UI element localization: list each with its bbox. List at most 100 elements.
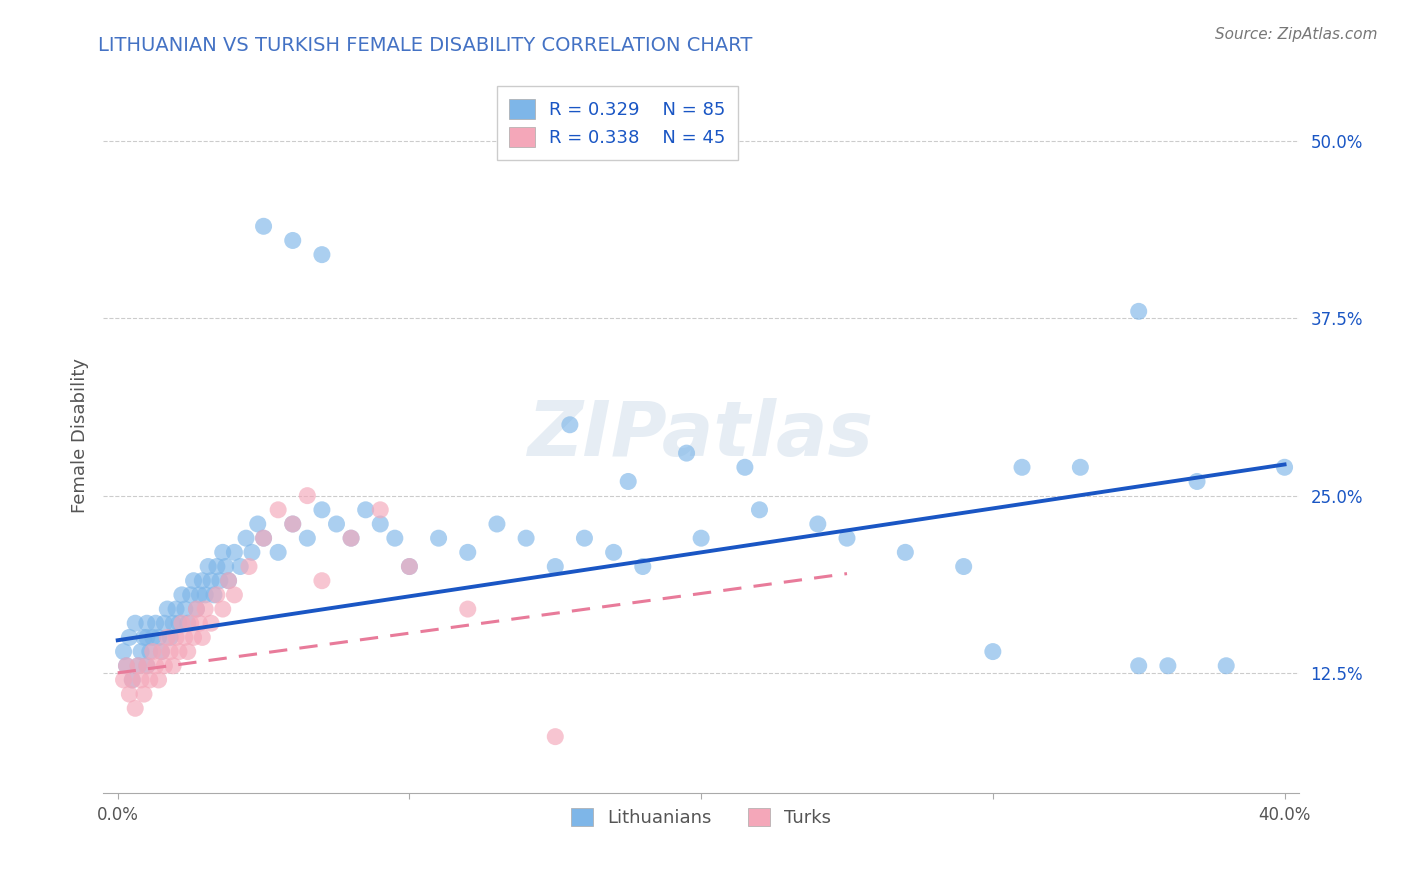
Lithuanians <box>544 559 567 574</box>
Turks <box>398 559 420 574</box>
Lithuanians <box>1157 658 1180 673</box>
Lithuanians <box>211 545 233 559</box>
Lithuanians <box>183 574 205 588</box>
Lithuanians <box>457 545 479 559</box>
Lithuanians <box>354 503 377 517</box>
Lithuanians <box>188 588 211 602</box>
Lithuanians <box>165 602 187 616</box>
Turks <box>135 658 157 673</box>
Lithuanians <box>515 531 537 545</box>
Turks <box>297 489 319 503</box>
Lithuanians <box>368 516 391 531</box>
Lithuanians <box>734 460 756 475</box>
Lithuanians <box>162 616 184 631</box>
Lithuanians <box>186 602 208 616</box>
Lithuanians <box>311 247 333 261</box>
Lithuanians <box>235 531 257 545</box>
Turks <box>191 631 214 645</box>
Turks <box>150 644 173 658</box>
Lithuanians <box>150 644 173 658</box>
Turks <box>159 644 181 658</box>
Lithuanians <box>325 516 347 531</box>
Lithuanians <box>981 644 1004 658</box>
Turks <box>118 687 141 701</box>
Lithuanians <box>558 417 581 432</box>
Lithuanians <box>132 631 155 645</box>
Lithuanians <box>191 574 214 588</box>
Turks <box>124 701 146 715</box>
Turks <box>238 559 260 574</box>
Turks <box>148 673 170 687</box>
Lithuanians <box>142 631 165 645</box>
Lithuanians <box>167 616 190 631</box>
Lithuanians <box>1128 658 1150 673</box>
Lithuanians <box>894 545 917 559</box>
Lithuanians <box>139 644 162 658</box>
Turks <box>281 516 304 531</box>
Turks <box>167 644 190 658</box>
Lithuanians <box>240 545 263 559</box>
Lithuanians <box>224 545 246 559</box>
Turks <box>544 730 567 744</box>
Lithuanians <box>835 531 858 545</box>
Lithuanians <box>252 531 274 545</box>
Turks <box>267 503 290 517</box>
Text: LITHUANIAN VS TURKISH FEMALE DISABILITY CORRELATION CHART: LITHUANIAN VS TURKISH FEMALE DISABILITY … <box>98 36 752 54</box>
Lithuanians <box>197 559 219 574</box>
Turks <box>368 503 391 517</box>
Lithuanians <box>427 531 450 545</box>
Lithuanians <box>252 219 274 234</box>
Lithuanians <box>205 559 228 574</box>
Lithuanians <box>748 503 770 517</box>
Lithuanians <box>1185 475 1208 489</box>
Turks <box>205 588 228 602</box>
Lithuanians <box>145 616 167 631</box>
Lithuanians <box>340 531 363 545</box>
Legend: Lithuanians, Turks: Lithuanians, Turks <box>564 801 838 834</box>
Turks <box>162 658 184 673</box>
Lithuanians <box>129 644 152 658</box>
Lithuanians <box>297 531 319 545</box>
Lithuanians <box>173 602 195 616</box>
Turks <box>121 673 143 687</box>
Lithuanians <box>281 234 304 248</box>
Lithuanians <box>675 446 697 460</box>
Lithuanians <box>398 559 420 574</box>
Lithuanians <box>153 616 176 631</box>
Turks <box>211 602 233 616</box>
Turks <box>153 658 176 673</box>
Lithuanians <box>690 531 713 545</box>
Turks <box>127 658 149 673</box>
Lithuanians <box>1128 304 1150 318</box>
Turks <box>224 588 246 602</box>
Turks <box>311 574 333 588</box>
Lithuanians <box>148 631 170 645</box>
Turks <box>340 531 363 545</box>
Lithuanians <box>200 574 222 588</box>
Turks <box>132 687 155 701</box>
Lithuanians <box>267 545 290 559</box>
Turks <box>165 631 187 645</box>
Lithuanians <box>1215 658 1237 673</box>
Turks <box>457 602 479 616</box>
Lithuanians <box>952 559 974 574</box>
Lithuanians <box>1011 460 1033 475</box>
Turks <box>142 644 165 658</box>
Lithuanians <box>135 658 157 673</box>
Text: ZIPatlas: ZIPatlas <box>529 399 875 473</box>
Lithuanians <box>112 644 135 658</box>
Turks <box>115 658 138 673</box>
Turks <box>139 673 162 687</box>
Lithuanians <box>118 631 141 645</box>
Lithuanians <box>194 588 217 602</box>
Lithuanians <box>208 574 231 588</box>
Lithuanians <box>127 658 149 673</box>
Lithuanians <box>177 616 200 631</box>
Turks <box>194 602 217 616</box>
Turks <box>183 631 205 645</box>
Turks <box>170 616 193 631</box>
Lithuanians <box>602 545 624 559</box>
Lithuanians <box>229 559 252 574</box>
Turks <box>180 616 202 631</box>
Turks <box>186 602 208 616</box>
